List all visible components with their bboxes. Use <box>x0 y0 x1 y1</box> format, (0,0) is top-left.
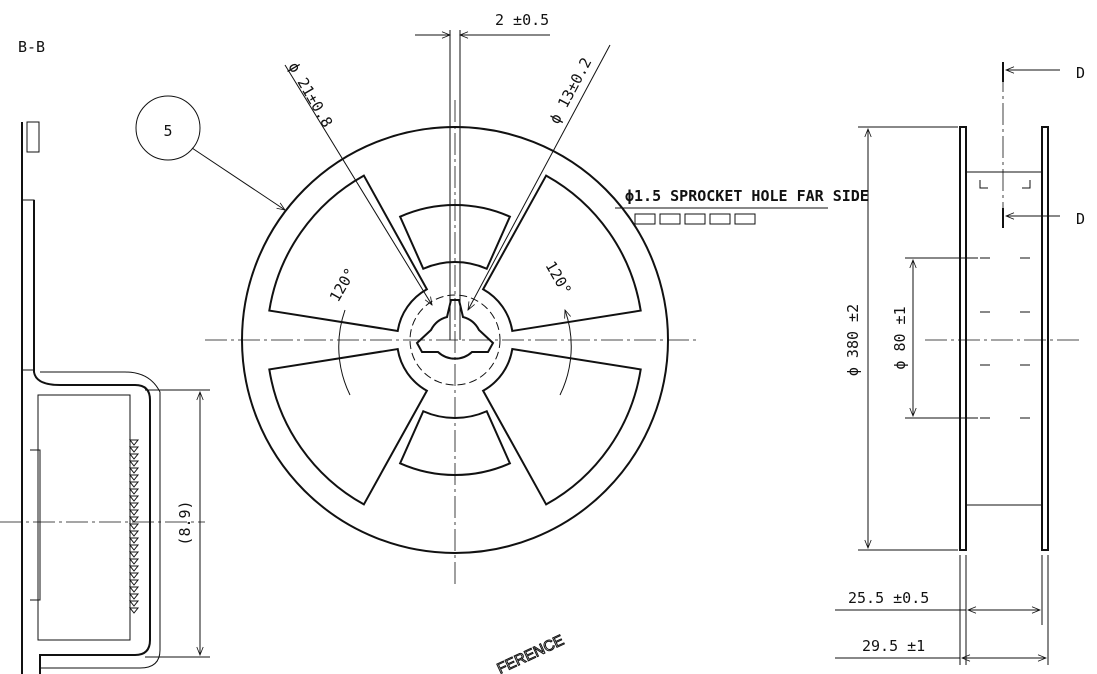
outline <box>130 552 138 557</box>
outline <box>130 594 138 599</box>
outline <box>130 461 138 466</box>
outline <box>130 587 138 592</box>
outline <box>130 496 138 501</box>
outline <box>130 468 138 473</box>
slot-width: 2 ±0.5 <box>495 11 549 29</box>
section-label: B-B <box>18 38 45 56</box>
outline <box>130 440 138 445</box>
outline <box>130 447 138 452</box>
outline <box>130 475 138 480</box>
outer-width: 29.5 ±1 <box>862 637 925 655</box>
outline <box>130 482 138 487</box>
hub-outer: ϕ 80 ±1 <box>891 306 909 369</box>
outline <box>130 454 138 459</box>
outline <box>130 489 138 494</box>
reel-diameter: ϕ 380 ±2 <box>844 304 862 376</box>
outline <box>130 566 138 571</box>
inner-width: 25.5 ±0.5 <box>848 589 929 607</box>
tape-height: (8.9) <box>176 500 194 545</box>
outline <box>130 517 138 522</box>
drawing: B-B (8.9) 2 ±0.5 ϕ 21±0.8 ϕ 13±0.2 120° … <box>0 0 1097 674</box>
outline <box>130 601 138 606</box>
outline <box>130 573 138 578</box>
arbor-hole: ϕ 13±0.2 <box>546 55 596 127</box>
outline <box>130 510 138 515</box>
watermark: FERENCE <box>495 632 567 674</box>
outline <box>483 176 641 331</box>
angle-right: 120° <box>542 258 576 298</box>
section-mark: D <box>1076 64 1085 82</box>
angle-left: 120° <box>326 265 360 305</box>
side-view: D D ϕ 380 ±2 ϕ 80 ±1 25.5 ±0.5 29.5 ±1 <box>835 62 1085 665</box>
outline <box>269 349 427 504</box>
section-mark: D <box>1076 210 1085 228</box>
sprocket-note: ϕ1.5 SPROCKET HOLE FAR SIDE <box>625 187 869 205</box>
outline <box>130 531 138 536</box>
outline <box>130 580 138 585</box>
outline <box>130 559 138 564</box>
outline <box>130 608 138 613</box>
reel-front-view: 2 ±0.5 ϕ 21±0.8 ϕ 13±0.2 120° 120° 5 ϕ1.… <box>136 11 869 585</box>
outline <box>269 176 427 331</box>
outline <box>130 503 138 508</box>
hub-diameter: ϕ 21±0.8 <box>285 59 337 131</box>
section-view: (8.9) <box>0 122 210 674</box>
outline <box>130 538 138 543</box>
outline <box>483 349 641 504</box>
outline <box>130 545 138 550</box>
outline <box>130 524 138 529</box>
callout: 5 <box>163 122 172 140</box>
